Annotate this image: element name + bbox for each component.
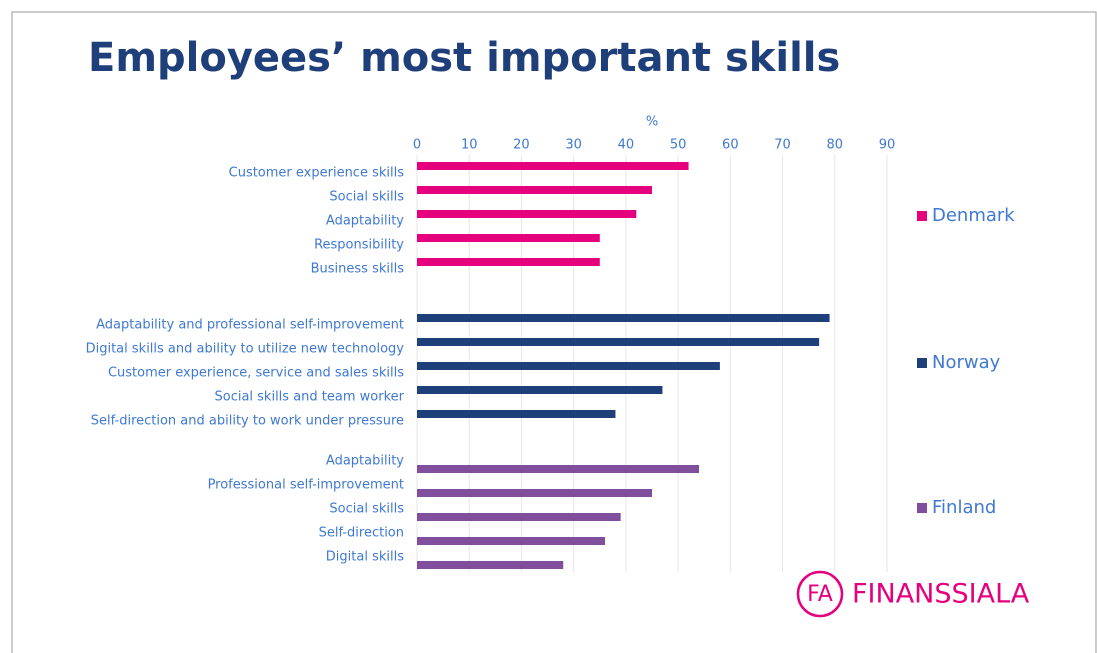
bar <box>417 338 820 346</box>
bar <box>417 537 605 545</box>
x-tick-label: 30 <box>565 138 582 153</box>
y-tick-label: Responsibility <box>314 238 404 253</box>
chart-title: Employees’ most important skills <box>88 35 840 81</box>
bar <box>417 314 830 322</box>
x-tick-label: 50 <box>670 138 687 153</box>
logo-circle <box>796 570 844 618</box>
x-tick-label: 70 <box>774 138 791 153</box>
y-tick-label: Self-direction and ability to work under… <box>91 414 404 429</box>
bar <box>417 258 600 266</box>
bar <box>417 489 652 497</box>
bar <box>417 362 720 370</box>
bar <box>417 465 699 473</box>
x-tick-label: 90 <box>879 138 896 153</box>
y-tick-label: Customer experience skills <box>229 166 405 181</box>
bar <box>417 210 637 218</box>
bar <box>417 513 621 521</box>
y-tick-label: Business skills <box>311 262 405 277</box>
x-tick-label: 10 <box>461 138 478 153</box>
y-tick-label: Digital skills and ability to utilize ne… <box>86 342 405 357</box>
bar <box>417 186 652 194</box>
x-tick-label: 80 <box>827 138 844 153</box>
x-tick-label: 60 <box>722 138 739 153</box>
legend-swatch <box>917 211 927 221</box>
x-tick-label: 20 <box>513 138 530 153</box>
y-tick-label: Social skills <box>329 190 404 205</box>
legend-label: Finland <box>932 497 996 518</box>
y-tick-label: Digital skills <box>326 550 404 565</box>
bar <box>417 234 600 242</box>
y-tick-label: Professional self-improvement <box>208 478 404 493</box>
bar <box>417 561 564 569</box>
y-tick-label: Self-direction <box>319 526 404 541</box>
legend-label: Norway <box>932 352 1001 373</box>
logo-text: FINANSSIALA <box>852 579 1030 610</box>
y-tick-label: Adaptability <box>326 454 404 469</box>
legend-swatch <box>917 358 927 368</box>
bar <box>417 162 689 170</box>
logo-mark: FA <box>807 582 833 607</box>
y-tick-label: Social skills and team worker <box>214 390 404 405</box>
bar <box>417 410 616 418</box>
x-tick-label: 0 <box>413 138 421 153</box>
bar <box>417 386 663 394</box>
x-axis-label: % <box>646 115 658 130</box>
legend-swatch <box>917 503 927 513</box>
y-tick-label: Adaptability <box>326 214 404 229</box>
x-tick-label: 40 <box>618 138 635 153</box>
legend-label: Denmark <box>932 205 1015 226</box>
y-tick-label: Adaptability and professional self-impro… <box>96 318 404 333</box>
frame <box>11 11 1097 653</box>
y-tick-label: Customer experience, service and sales s… <box>108 366 404 381</box>
y-tick-label: Social skills <box>329 502 404 517</box>
